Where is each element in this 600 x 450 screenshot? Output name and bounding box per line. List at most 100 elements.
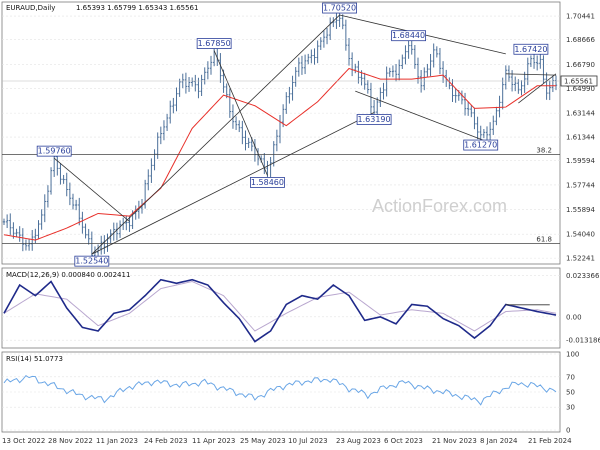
price-bar (397, 59, 401, 81)
macd-line (3, 278, 557, 343)
macd-tick-label: -0.013186 (566, 337, 600, 345)
price-bar (71, 193, 75, 210)
price-bar (9, 213, 12, 235)
macd-lines (3, 278, 557, 343)
price-bar (416, 57, 420, 84)
price-label-box (513, 43, 549, 55)
price-bar (517, 79, 520, 94)
rsi-tick-label: 100 (566, 351, 579, 359)
price-bar (429, 53, 432, 77)
price-bars (2, 11, 558, 263)
price-bar (404, 45, 407, 65)
price-bar (401, 54, 404, 69)
price-bar (307, 53, 310, 65)
price-bar (65, 172, 68, 197)
price-bar (438, 47, 442, 75)
price-bar (238, 120, 241, 133)
price-bar (454, 88, 457, 103)
price-bar (313, 48, 316, 65)
price-bar (391, 65, 395, 78)
price-label-text: 1.63190 (358, 115, 391, 124)
price-bar (219, 53, 222, 83)
rsi-tick-label: 30 (566, 404, 575, 412)
price-bar (463, 92, 467, 116)
price-bar (49, 167, 53, 195)
price-bar (62, 174, 65, 184)
price-bar (125, 215, 128, 231)
price-bar (473, 107, 476, 130)
price-bar (548, 80, 551, 101)
price-label-box (250, 177, 285, 188)
x-tick-label: 10 Jul 2023 (288, 437, 328, 445)
price-bar (435, 46, 439, 58)
price-bar (21, 228, 25, 252)
current-price-label: 1.65561 (564, 77, 593, 85)
price-panel: EURAUD,Daily 1.65393 1.65799 1.65343 1.6… (1, 1, 598, 267)
price-bar (476, 116, 479, 140)
price-panel-frame (1, 1, 561, 265)
trend-line (213, 50, 268, 176)
rsi-line (3, 374, 557, 406)
price-bar (379, 87, 382, 108)
price-label-text: 1.67420 (514, 45, 547, 54)
price-tick-label: 1.68666 (566, 36, 595, 44)
x-tick-label: 8 Jan 2024 (480, 437, 518, 445)
price-bar (228, 88, 232, 118)
macd-title: MACD(12,26,9) 0.000840 0.002411 (6, 271, 130, 279)
price-bar (74, 199, 78, 211)
price-bar (78, 197, 81, 226)
rsi-tick-label: 50 (566, 389, 575, 397)
price-bar (115, 222, 119, 241)
price-bar (187, 77, 191, 92)
price-bar (190, 77, 194, 87)
price-tick-label: 1.52241 (566, 255, 595, 263)
rsi-panel: RSI(14) 51.0773 100 70 50 30 0 (1, 351, 579, 435)
rsi-line (3, 374, 557, 406)
price-bar (244, 130, 247, 151)
price-bar (382, 82, 385, 100)
price-bar (165, 113, 169, 131)
price-tick-label: 1.64990 (566, 85, 595, 93)
macd-grid (2, 275, 560, 341)
price-bar (5, 214, 9, 229)
price-bar (485, 126, 489, 141)
price-bar (514, 76, 517, 92)
price-bar (328, 17, 332, 40)
fib-level-label: 61.8 (536, 235, 552, 243)
price-bar (150, 158, 153, 183)
price-bar (529, 55, 533, 68)
price-bar (338, 11, 341, 27)
price-bar (300, 55, 304, 75)
price-bar (319, 37, 322, 50)
price-tick-label: 1.54040 (566, 231, 595, 239)
price-label: 1.70520 (322, 2, 357, 14)
rsi-title: RSI(14) 51.0773 (6, 355, 63, 363)
price-bar (291, 75, 294, 101)
price-bar (159, 126, 163, 145)
price-label: 1.67850 (196, 38, 232, 49)
x-tick-label: 23 Aug 2023 (336, 437, 381, 445)
price-bar (495, 106, 498, 126)
price-label-box (463, 139, 499, 151)
price-label: 1.67420 (513, 43, 549, 55)
price-bar (325, 28, 329, 45)
price-label-box (322, 2, 357, 14)
price-bar (184, 72, 188, 94)
price-bar (162, 120, 166, 141)
price-bar (479, 125, 482, 142)
ma-line (3, 67, 556, 241)
price-label-box (391, 30, 426, 42)
price-bar (551, 75, 555, 93)
price-label-text: 1.68440 (392, 31, 425, 40)
price-bar (539, 53, 542, 69)
price-bar (128, 216, 131, 232)
price-bar (388, 67, 391, 77)
trend-line (53, 157, 130, 222)
price-bar (470, 104, 473, 118)
watermark: ActionForex.com (372, 196, 507, 216)
price-bar (247, 137, 250, 149)
rsi-tick-label: 0 (566, 427, 570, 435)
price-bar (407, 38, 410, 59)
price-bar (118, 220, 122, 238)
price-bar (526, 57, 529, 86)
